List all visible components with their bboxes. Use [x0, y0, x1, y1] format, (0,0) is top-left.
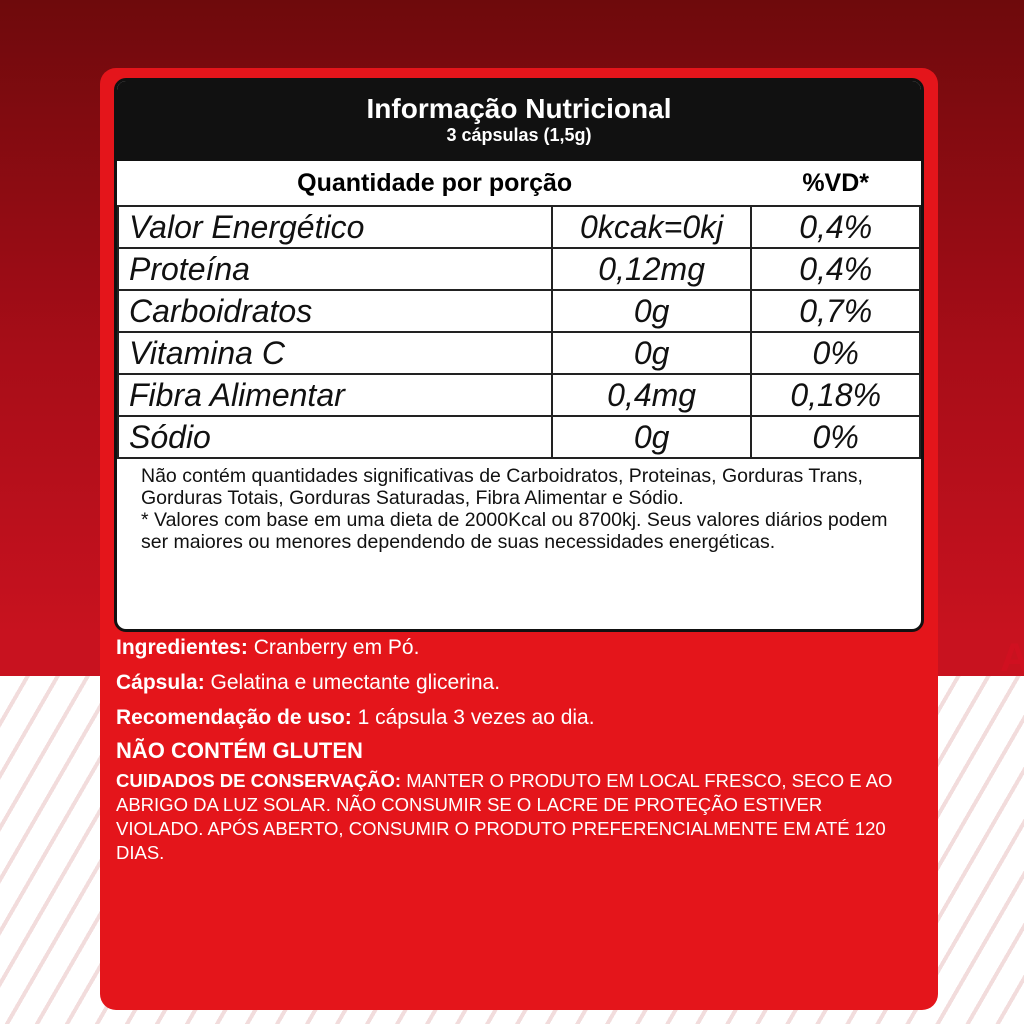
daily-value: 0,4% — [750, 247, 921, 291]
table-header: Informação Nutricional 3 cápsulas (1,5g) — [117, 81, 921, 161]
info-line: Cápsula: Gelatina e umectante glicerina. — [116, 667, 916, 702]
info-label: Cápsula: — [116, 671, 205, 694]
info-text: 1 cápsula 3 vezes ao dia. — [357, 706, 595, 729]
nutrient-name: Sódio — [117, 415, 553, 459]
column-header: %VD* — [751, 161, 920, 207]
table-row: Proteína 0,12mg 0,4% — [117, 247, 921, 291]
nutrient-name: Carboidratos — [117, 289, 553, 333]
nutrient-amount: 0,4mg — [550, 373, 753, 417]
info-section: Ingredientes: Cranberry em Pó. Cápsula: G… — [116, 632, 916, 865]
background-text: A — [1000, 636, 1024, 680]
nutrient-name: Vitamina C — [117, 331, 553, 375]
subtitle: 3 cápsulas (1,5g) — [446, 125, 592, 145]
nutrient-amount: 0g — [550, 415, 753, 459]
care-text: CUIDADOS DE CONSERVAÇÃO: MANTER O PRODUT… — [116, 769, 906, 865]
table-body: Valor Energético 0kcak=0kj 0,4% Proteína 0,1… — [117, 205, 921, 459]
info-line: Ingredientes: Cranberry em Pó. — [116, 632, 916, 667]
title: Informação Nutricional — [366, 93, 672, 124]
table-row: Fibra Alimentar 0,4mg 0,18% — [117, 373, 921, 417]
care-body: MANTER O PRODUTO EM LOCAL FRESCO, SECO E… — [116, 770, 893, 863]
daily-value: 0% — [750, 415, 921, 459]
info-text: Gelatina e umectante glicerina. — [210, 671, 501, 694]
gluten-warning: NÃO CONTÉM GLUTEN — [116, 738, 363, 763]
care-label: CUIDADOS DE CONSERVAÇÃO: — [116, 770, 402, 791]
daily-value: 0,4% — [750, 205, 921, 249]
table-row: Vitamina C 0g 0% — [117, 331, 921, 375]
info-label: Ingredientes: — [116, 636, 248, 659]
info-text: Cranberry em Pó. — [253, 636, 420, 659]
daily-value: 0% — [750, 331, 921, 375]
info-label: Recomendação de uso: — [116, 706, 352, 729]
nutrient-amount: 0kcak=0kj — [550, 205, 753, 249]
info-line: Recomendação de uso: 1 cápsula 3 vezes a… — [116, 702, 916, 737]
column-header-row: Quantidade por porção %VD* — [118, 161, 920, 207]
daily-value: 0,7% — [750, 289, 921, 333]
daily-value: 0,18% — [750, 373, 921, 417]
nutrient-name: Fibra Alimentar — [117, 373, 553, 417]
nutrient-name: Valor Energético — [117, 205, 553, 249]
column-header: Quantidade por porção — [118, 161, 752, 207]
nutrition-table-box: Informação Nutricional 3 cápsulas (1,5g)… — [114, 78, 924, 632]
info-lines: Ingredientes: Cranberry em Pó. Cápsula: G… — [116, 632, 916, 737]
notes: Não contém quantidades significativas de… — [117, 459, 921, 553]
table-row: Valor Energético 0kcak=0kj 0,4% — [117, 205, 921, 249]
note: Não contém quantidades significativas de… — [141, 465, 863, 509]
nutrient-amount: 0g — [550, 331, 753, 375]
note: * Valores com base em uma dieta de 2000K… — [141, 509, 888, 553]
nutrition-table: Quantidade por porção %VD* Valor Energét… — [117, 161, 921, 459]
nutrient-amount: 0g — [550, 289, 753, 333]
nutrient-amount: 0,12mg — [550, 247, 753, 291]
table-row: Carboidratos 0g 0,7% — [117, 289, 921, 333]
table-row: Sódio 0g 0% — [117, 415, 921, 459]
nutrient-name: Proteína — [117, 247, 553, 291]
